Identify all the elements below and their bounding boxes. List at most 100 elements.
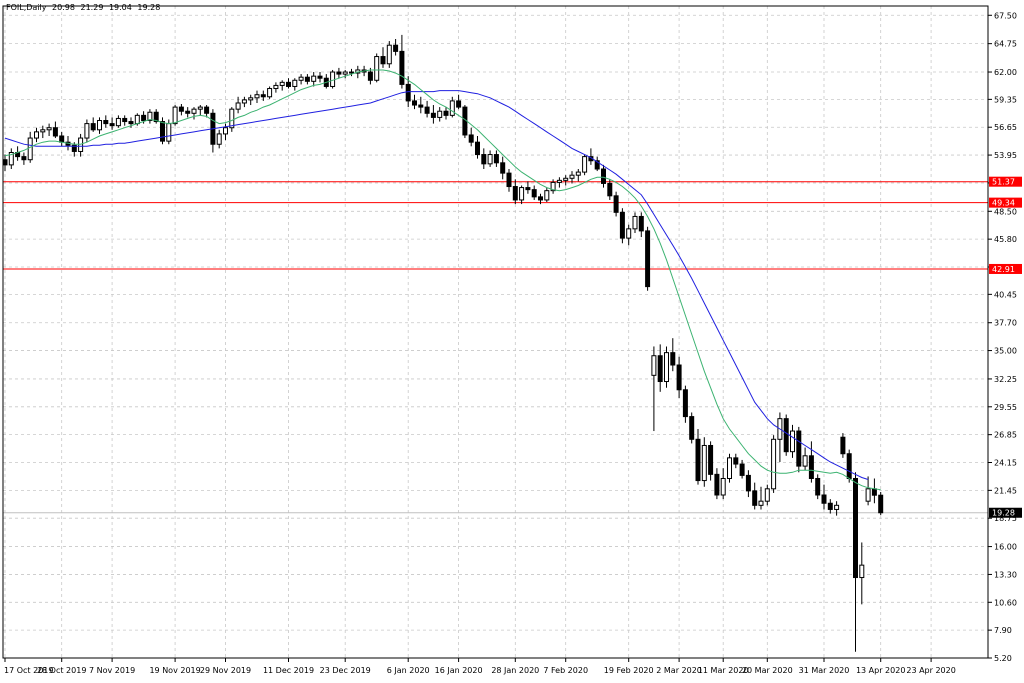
candle[interactable] [349,68,354,77]
candle[interactable] [336,67,342,79]
candle[interactable] [229,107,235,132]
candle[interactable] [626,224,632,246]
candle[interactable] [399,34,405,89]
candle[interactable] [342,69,348,79]
candle[interactable] [8,148,14,169]
candle[interactable] [267,86,273,99]
candle[interactable] [40,125,46,139]
candle[interactable] [456,94,462,110]
candle[interactable] [21,152,27,165]
candle[interactable] [122,115,128,126]
candle[interactable] [500,156,506,180]
candle[interactable] [468,127,474,147]
candle[interactable] [323,74,329,89]
candle[interactable] [493,150,499,167]
candle[interactable] [304,74,310,85]
candle[interactable] [538,193,543,205]
candle[interactable] [745,470,751,498]
candle[interactable] [367,67,373,85]
candle[interactable] [279,80,285,91]
candle[interactable] [317,72,323,83]
candle[interactable] [443,107,449,120]
candle[interactable] [613,191,619,217]
candle[interactable] [594,156,600,172]
candle[interactable] [2,154,8,172]
candle[interactable] [790,424,795,458]
candle[interactable] [216,129,222,149]
candle[interactable] [286,78,291,89]
candle[interactable] [701,437,707,487]
candle[interactable] [733,453,739,469]
candle[interactable] [764,484,770,506]
candle[interactable] [386,41,392,68]
candle[interactable] [204,105,210,118]
candle[interactable] [273,82,279,93]
candle[interactable] [859,542,865,605]
candle[interactable] [506,169,512,192]
candle[interactable] [531,185,537,200]
candle[interactable] [90,117,96,132]
candle[interactable] [475,135,480,159]
candle[interactable] [519,185,525,205]
candle[interactable] [802,447,808,471]
candle[interactable] [727,453,732,483]
candle[interactable] [556,177,562,188]
candle[interactable] [374,53,380,83]
candle[interactable] [657,344,663,392]
candle[interactable] [52,121,58,139]
candle[interactable] [853,472,858,652]
candle[interactable] [544,187,550,203]
candle[interactable] [481,148,487,169]
candle[interactable] [97,117,102,134]
candle[interactable] [752,482,758,510]
candle[interactable] [563,175,569,186]
candle[interactable] [78,133,84,157]
candle[interactable] [834,501,840,516]
candle[interactable] [311,72,317,87]
candle[interactable] [292,78,298,91]
candle[interactable] [670,338,676,372]
candle[interactable] [525,181,531,194]
candle[interactable] [695,428,701,485]
candle[interactable] [393,39,399,56]
candle[interactable] [758,486,764,510]
candle[interactable] [796,426,802,473]
candle[interactable] [59,131,65,147]
candle[interactable] [197,105,203,116]
candle[interactable] [827,499,833,514]
candle[interactable] [115,115,121,128]
candle[interactable] [185,107,191,118]
candle[interactable] [550,179,556,194]
candle[interactable] [682,385,688,423]
candle[interactable] [235,96,241,114]
candle[interactable] [632,212,638,233]
candle[interactable] [34,127,39,143]
candle[interactable] [575,169,581,182]
candle[interactable] [160,117,165,145]
candle[interactable] [664,346,669,388]
candle[interactable] [645,226,651,291]
candle[interactable] [708,441,714,481]
candle[interactable] [103,115,109,128]
candle[interactable] [821,484,827,510]
candle[interactable] [46,123,52,136]
candle[interactable] [109,117,115,130]
candle[interactable] [15,146,21,161]
candle[interactable] [739,459,745,479]
candle[interactable] [865,476,871,506]
candle[interactable] [607,179,613,200]
candle[interactable] [601,164,606,188]
candle[interactable] [638,212,644,238]
candle[interactable] [808,441,814,483]
candle[interactable] [380,47,386,68]
candle[interactable] [582,154,588,176]
candle[interactable] [254,90,260,103]
candle[interactable] [424,100,430,118]
candle[interactable] [783,414,789,456]
candle[interactable] [871,478,877,504]
candle[interactable] [449,96,455,118]
candle[interactable] [153,109,159,124]
candle[interactable] [330,69,336,89]
candle[interactable] [418,96,424,114]
